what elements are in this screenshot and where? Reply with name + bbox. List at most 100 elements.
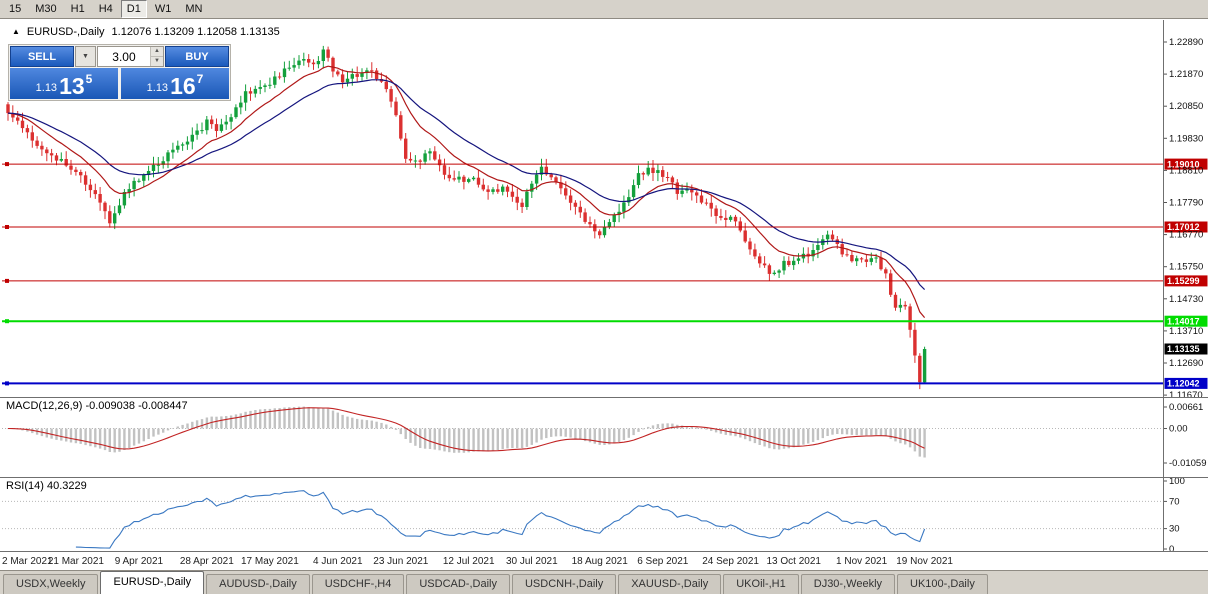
macd-histogram-bar bbox=[889, 428, 892, 439]
candle-body bbox=[210, 119, 214, 125]
hline-price-tag[interactable] bbox=[1164, 275, 1208, 287]
candle-body bbox=[573, 202, 578, 207]
macd-histogram-bar bbox=[797, 428, 800, 447]
candle-body bbox=[481, 184, 485, 190]
chart-tab-xauusd-daily[interactable]: XAUUSD-,Daily bbox=[618, 574, 722, 594]
macd-histogram-bar bbox=[142, 428, 145, 442]
candle-body bbox=[738, 221, 742, 231]
hline-handle[interactable] bbox=[5, 319, 9, 324]
timeframe-button-15[interactable]: 15 bbox=[3, 0, 27, 18]
timeframe-button-w1[interactable]: W1 bbox=[149, 0, 178, 18]
one-click-collapse-icon[interactable]: ▲ bbox=[12, 27, 20, 36]
candle-body bbox=[365, 70, 369, 73]
hline-handle[interactable] bbox=[5, 278, 9, 283]
macd-histogram-bar bbox=[326, 408, 330, 429]
macd-histogram-bar bbox=[171, 428, 175, 429]
spinner-down-icon[interactable]: ▼ bbox=[151, 56, 163, 66]
candle-body bbox=[384, 81, 388, 90]
macd-histogram-bar bbox=[453, 428, 456, 453]
macd-histogram-bar bbox=[908, 428, 912, 448]
buy-price-display[interactable]: 1.13 16 7 bbox=[121, 68, 229, 99]
hline-handle[interactable] bbox=[5, 225, 9, 229]
macd-histogram-bar bbox=[55, 428, 58, 440]
chart-tab-usdx-weekly[interactable]: USDX,Weekly bbox=[3, 574, 99, 594]
hline-price-tag[interactable] bbox=[1164, 315, 1208, 327]
buy-button[interactable]: BUY bbox=[165, 46, 229, 67]
scale-tick-label: 1.15750 bbox=[1169, 262, 1203, 273]
candle-body bbox=[758, 256, 762, 264]
macd-histogram-bar bbox=[195, 420, 199, 429]
hline-price-tag-label: 1.12042 bbox=[1167, 379, 1200, 389]
volume-dropdown-button[interactable]: ▼ bbox=[75, 46, 96, 67]
hline-handle[interactable] bbox=[5, 162, 9, 167]
sell-button[interactable]: SELL bbox=[10, 46, 74, 67]
timeframe-button-m30[interactable]: M30 bbox=[29, 0, 62, 18]
candle-body bbox=[719, 216, 723, 218]
chart-tab-ukoil-h1[interactable]: UKOil-,H1 bbox=[723, 574, 799, 594]
macd-histogram-bar bbox=[409, 428, 412, 443]
rsi-indicator: 100 70 30 0 bbox=[2, 476, 1185, 555]
candle-body bbox=[510, 191, 515, 197]
timeframe-button-h1[interactable]: H1 bbox=[65, 0, 91, 18]
candle-body bbox=[685, 189, 689, 191]
macd-histogram-bar bbox=[94, 428, 97, 448]
volume-field[interactable]: 3.00 ▲ ▼ bbox=[96, 46, 164, 67]
candle-body bbox=[282, 68, 287, 78]
spinner-up-icon[interactable]: ▲ bbox=[151, 47, 163, 56]
candle-body bbox=[627, 197, 631, 203]
candle-body bbox=[501, 186, 505, 192]
volume-spinner[interactable]: ▲ ▼ bbox=[150, 47, 163, 66]
macd-histogram-bar bbox=[807, 428, 810, 444]
timeframe-button-d1[interactable]: D1 bbox=[120, 0, 147, 18]
macd-histogram-bar bbox=[714, 428, 718, 433]
macd-histogram-bar bbox=[904, 428, 907, 445]
chart-tab-usdcnh-daily[interactable]: USDCNH-,Daily bbox=[511, 574, 617, 594]
chart-tab-usdcad-daily[interactable]: USDCAD-,Daily bbox=[406, 574, 510, 594]
macd-histogram-bar bbox=[157, 428, 160, 435]
macd-histogram-bar bbox=[918, 428, 921, 457]
candle-body bbox=[166, 152, 170, 162]
candle-body bbox=[64, 159, 68, 166]
macd-histogram-bar bbox=[608, 428, 611, 445]
hline-handle[interactable] bbox=[5, 381, 9, 386]
candlestick-series bbox=[6, 45, 927, 390]
chart-tab-usdchf-h4[interactable]: USDCHF-,H4 bbox=[311, 574, 405, 594]
macd-histogram-bar bbox=[535, 428, 538, 443]
candle-body bbox=[641, 173, 645, 175]
chart-tab-uk100-daily[interactable]: UK100-,Daily bbox=[897, 574, 988, 594]
candle-body bbox=[787, 260, 791, 265]
candle-body bbox=[695, 192, 699, 196]
macd-histogram-bar bbox=[787, 428, 790, 449]
chart-tab-eurusd-daily[interactable]: EURUSD-,Daily bbox=[100, 571, 205, 594]
hline-price-tag[interactable] bbox=[1164, 221, 1208, 233]
volume-value[interactable]: 3.00 bbox=[112, 49, 136, 64]
candle-body bbox=[418, 160, 422, 162]
chart-tab-dj30-weekly[interactable]: DJ30-,Weekly bbox=[800, 574, 896, 594]
timeframe-button-mn[interactable]: MN bbox=[179, 0, 208, 18]
macd-histogram-bar bbox=[879, 428, 883, 436]
candle-body bbox=[122, 192, 127, 206]
macd-tick-label: 0.00 bbox=[1169, 424, 1188, 435]
candle-body bbox=[922, 349, 927, 383]
hline-price-tag[interactable] bbox=[1164, 158, 1208, 170]
candle-body bbox=[239, 102, 243, 108]
hline-price-tag[interactable] bbox=[1164, 377, 1208, 389]
chart-tab-audusd-daily[interactable]: AUDUSD-,Daily bbox=[206, 574, 310, 594]
sell-price-display[interactable]: 1.13 13 5 bbox=[10, 68, 118, 99]
macd-histogram-bar bbox=[671, 423, 674, 429]
macd-histogram-bar bbox=[438, 428, 441, 451]
price-scale[interactable]: 1.22890 1.21870 1.20850 1.19830 1.18810 1.177… bbox=[1163, 37, 1204, 401]
sell-price-prefix: 1.13 bbox=[35, 82, 58, 94]
candle-body bbox=[316, 61, 321, 65]
pane-borders bbox=[0, 20, 1208, 552]
candle-body bbox=[588, 222, 592, 225]
chart-symbol-header: ▲ EURUSD-,Daily 1.12076 1.13209 1.12058 … bbox=[12, 26, 280, 38]
timeframe-button-h4[interactable]: H4 bbox=[93, 0, 119, 18]
candle-body bbox=[602, 226, 607, 236]
candle-body bbox=[534, 174, 539, 184]
macd-histogram-bar bbox=[651, 425, 655, 429]
macd-histogram-bar bbox=[884, 428, 887, 437]
